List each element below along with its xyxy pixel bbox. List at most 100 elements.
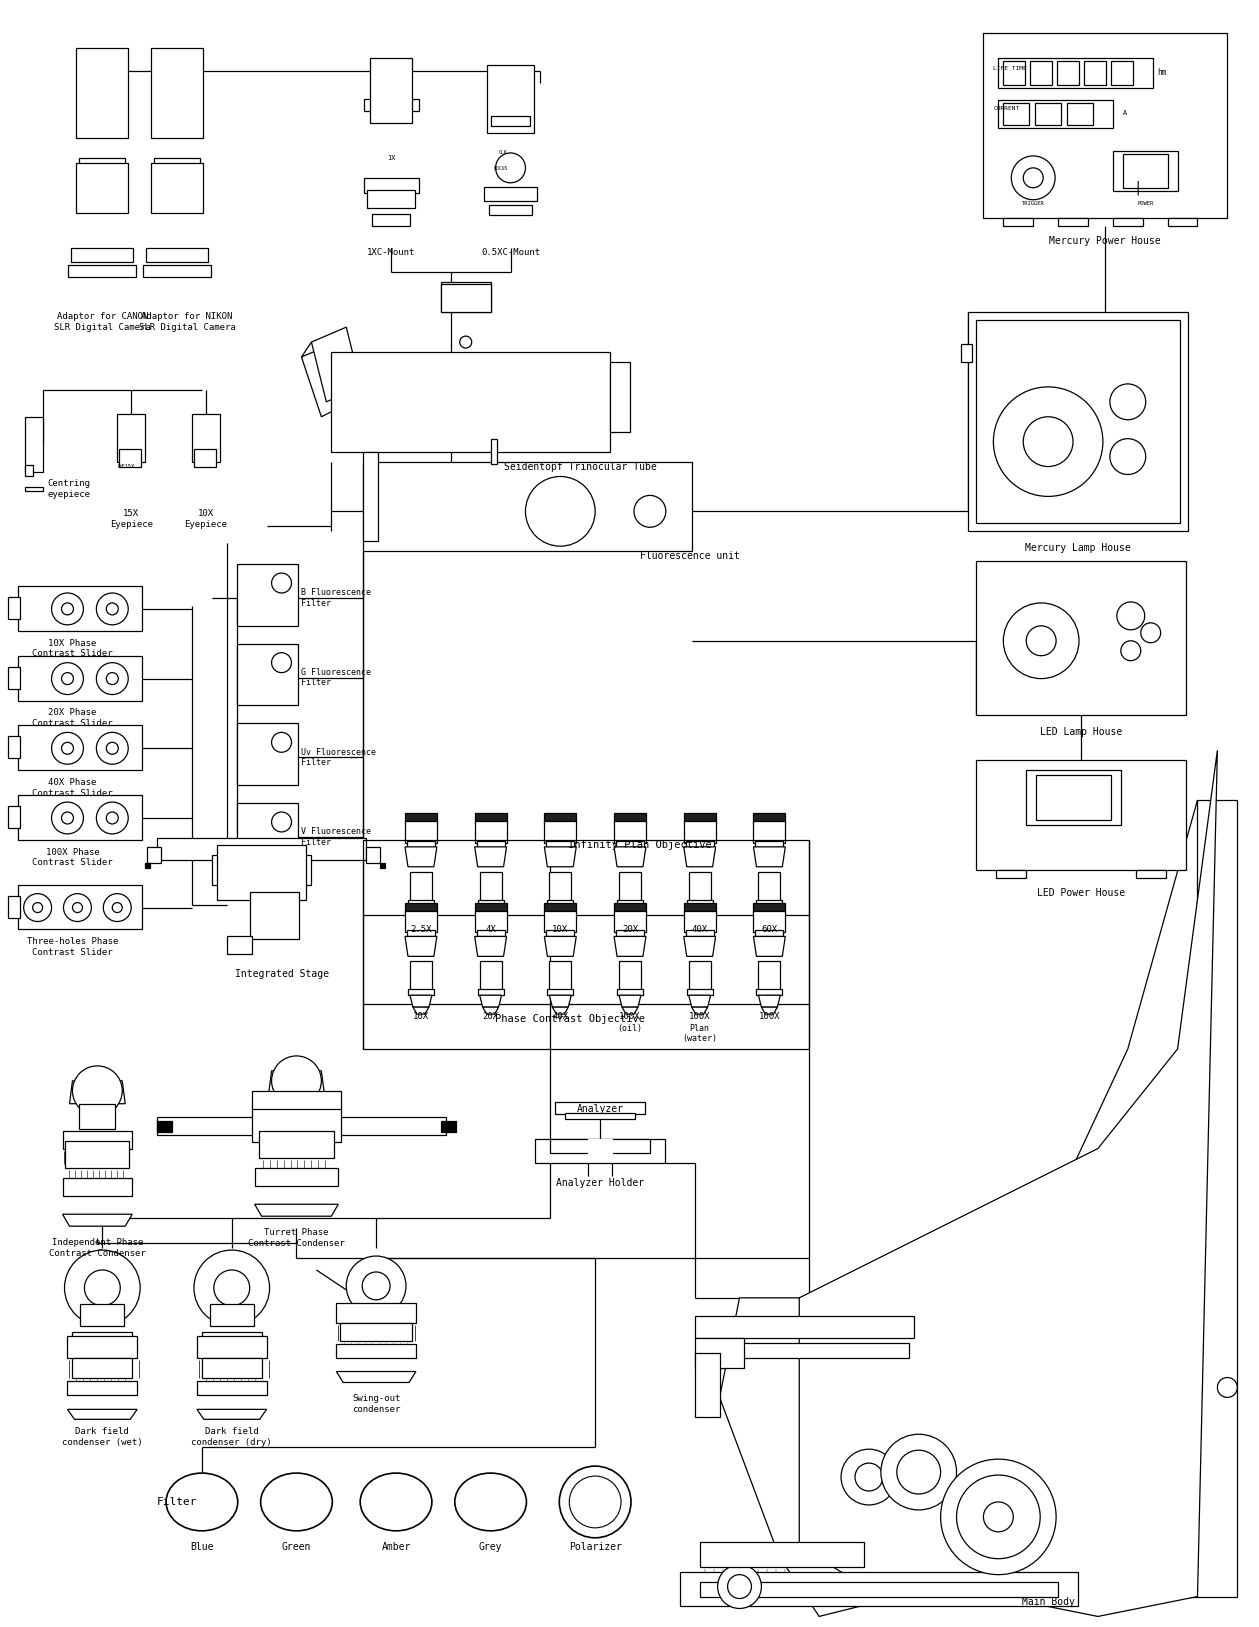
Bar: [475, 903, 506, 913]
Bar: [258, 1131, 335, 1158]
Bar: [700, 1581, 1058, 1596]
Bar: [336, 1344, 415, 1357]
Circle shape: [103, 893, 131, 921]
Bar: [117, 413, 145, 462]
Circle shape: [1117, 602, 1144, 630]
Bar: [237, 565, 298, 626]
Polygon shape: [720, 1298, 919, 1617]
Text: LED Power House: LED Power House: [1037, 888, 1126, 898]
Bar: [700, 1542, 864, 1567]
Bar: [363, 840, 810, 1049]
Bar: [370, 59, 412, 124]
Text: Polarizer: Polarizer: [569, 1542, 622, 1552]
Bar: [237, 644, 298, 706]
Circle shape: [718, 1565, 762, 1609]
Bar: [210, 1303, 253, 1326]
Bar: [373, 213, 410, 226]
Polygon shape: [475, 937, 506, 957]
Polygon shape: [480, 906, 501, 918]
Text: 10X
Eyepiece: 10X Eyepiece: [184, 509, 228, 529]
Bar: [1113, 218, 1143, 226]
Circle shape: [272, 732, 292, 752]
Circle shape: [272, 1056, 321, 1106]
Bar: [191, 413, 220, 462]
Bar: [614, 814, 646, 823]
Circle shape: [52, 662, 83, 695]
Circle shape: [881, 1435, 957, 1510]
Bar: [480, 872, 501, 901]
Bar: [544, 814, 577, 823]
Bar: [196, 1336, 267, 1357]
Bar: [1110, 62, 1133, 85]
Text: Turret Phase
Contrast Condenser: Turret Phase Contrast Condenser: [248, 1228, 345, 1248]
Circle shape: [1141, 623, 1161, 643]
Bar: [407, 931, 434, 937]
Bar: [686, 989, 713, 996]
Ellipse shape: [360, 1472, 432, 1531]
Polygon shape: [553, 1007, 568, 1014]
Bar: [684, 814, 715, 823]
Polygon shape: [762, 918, 777, 924]
Circle shape: [84, 1271, 121, 1306]
Bar: [1113, 151, 1177, 190]
Polygon shape: [482, 918, 499, 924]
Bar: [81, 1303, 125, 1326]
Bar: [753, 814, 786, 823]
Text: 40X: 40X: [691, 924, 708, 934]
Text: Dark field
condenser (wet): Dark field condenser (wet): [62, 1427, 142, 1446]
Bar: [689, 962, 710, 991]
Text: |: |: [1133, 181, 1142, 195]
Bar: [441, 283, 491, 312]
Polygon shape: [691, 1007, 708, 1014]
Circle shape: [635, 495, 666, 527]
Bar: [63, 1131, 132, 1149]
Bar: [565, 1113, 635, 1119]
Bar: [154, 158, 200, 177]
Bar: [65, 1141, 130, 1168]
Polygon shape: [758, 906, 781, 918]
Circle shape: [33, 903, 43, 913]
Text: 1X: 1X: [387, 155, 395, 161]
Text: 1XC-Mount: 1XC-Mount: [366, 247, 415, 257]
Bar: [475, 822, 506, 843]
Circle shape: [1024, 168, 1044, 187]
Bar: [695, 1337, 744, 1368]
Bar: [363, 452, 378, 542]
Bar: [475, 814, 506, 823]
Bar: [8, 667, 20, 688]
Ellipse shape: [166, 1472, 238, 1531]
Text: Swing-out
condenser: Swing-out condenser: [353, 1394, 400, 1414]
Bar: [237, 724, 298, 786]
Polygon shape: [413, 1007, 429, 1014]
Circle shape: [525, 477, 596, 547]
Circle shape: [1110, 439, 1146, 475]
Bar: [680, 1572, 1078, 1606]
Text: POWER: POWER: [1138, 200, 1153, 205]
Bar: [614, 903, 646, 913]
Bar: [477, 989, 504, 996]
Circle shape: [62, 672, 73, 685]
Text: Plan
(water): Plan (water): [682, 1023, 718, 1043]
Bar: [146, 247, 208, 262]
Bar: [695, 1352, 720, 1417]
Circle shape: [496, 153, 525, 182]
Bar: [8, 805, 20, 828]
Bar: [617, 900, 643, 906]
Polygon shape: [336, 1372, 415, 1383]
Bar: [483, 187, 538, 200]
Text: (oil): (oil): [617, 1023, 642, 1033]
Polygon shape: [311, 327, 361, 402]
Bar: [72, 247, 133, 262]
Text: hm: hm: [1158, 68, 1167, 78]
Circle shape: [62, 812, 73, 823]
Bar: [194, 449, 215, 467]
Bar: [363, 462, 691, 552]
Bar: [405, 911, 437, 932]
Polygon shape: [614, 846, 646, 867]
Polygon shape: [549, 906, 572, 918]
Polygon shape: [553, 918, 568, 924]
Bar: [614, 822, 646, 843]
Polygon shape: [544, 937, 577, 957]
Circle shape: [73, 1066, 122, 1116]
Bar: [488, 205, 533, 215]
